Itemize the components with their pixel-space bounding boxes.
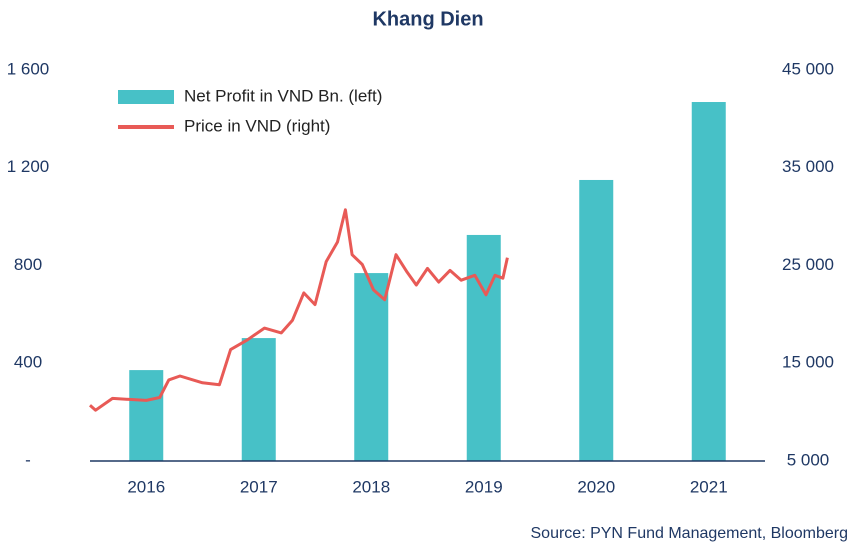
x-tick-label: 2016 [127, 477, 165, 496]
y-tick-label: 800 [14, 255, 42, 274]
y-tick-label: 1 600 [7, 59, 50, 78]
price-line [89, 208, 509, 412]
x-tick-label: 2018 [352, 477, 390, 496]
y-tick-label: 1 200 [7, 157, 50, 176]
y2-tick-label: 45 000 [782, 59, 834, 78]
bar [466, 234, 501, 461]
y2-tick-label: 15 000 [782, 353, 834, 372]
y2-tick-label: 25 000 [782, 255, 834, 274]
bar [579, 179, 614, 461]
bar [241, 338, 276, 461]
x-tick-label: 2019 [465, 477, 503, 496]
y-tick-label: 400 [14, 353, 42, 372]
y2-tick-label: 35 000 [782, 157, 834, 176]
chart-title: Khang Dien [372, 8, 483, 30]
y2-tick-label: 5 000 [787, 450, 830, 469]
x-tick-label: 2017 [240, 477, 278, 496]
legend-label: Net Profit in VND Bn. (left) [184, 86, 382, 105]
bar [354, 273, 389, 461]
bar [129, 370, 164, 461]
legend-swatch [118, 90, 174, 104]
source-note: Source: PYN Fund Management, Bloomberg [531, 525, 849, 542]
y-tick-label: - [25, 450, 31, 469]
legend-label: Price in VND (right) [184, 116, 330, 135]
x-tick-label: 2020 [577, 477, 615, 496]
x-tick-label: 2021 [690, 477, 728, 496]
bar [691, 102, 726, 461]
